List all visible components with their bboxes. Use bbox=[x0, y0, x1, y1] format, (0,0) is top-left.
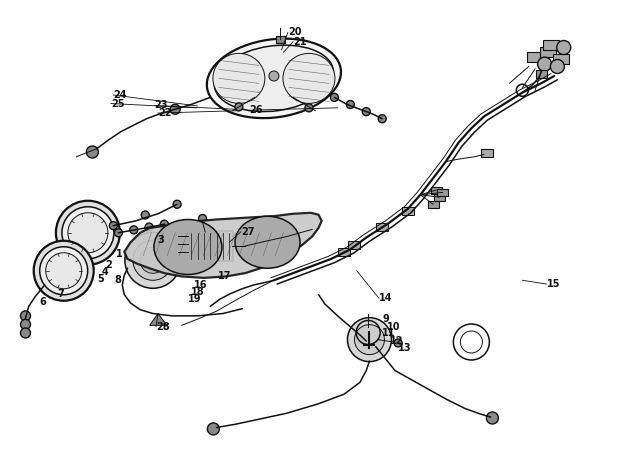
FancyBboxPatch shape bbox=[427, 201, 439, 208]
FancyBboxPatch shape bbox=[348, 241, 359, 248]
Text: 16: 16 bbox=[194, 280, 208, 290]
Circle shape bbox=[557, 40, 571, 55]
Circle shape bbox=[62, 207, 114, 259]
Circle shape bbox=[347, 101, 354, 108]
FancyBboxPatch shape bbox=[540, 47, 556, 57]
Circle shape bbox=[20, 319, 31, 330]
FancyBboxPatch shape bbox=[543, 40, 559, 50]
Circle shape bbox=[487, 412, 498, 424]
Text: 17: 17 bbox=[218, 271, 231, 282]
Circle shape bbox=[173, 248, 180, 256]
Circle shape bbox=[140, 247, 166, 273]
Text: 10: 10 bbox=[387, 322, 401, 332]
Circle shape bbox=[115, 229, 122, 237]
Polygon shape bbox=[124, 213, 322, 278]
Circle shape bbox=[34, 241, 94, 301]
FancyBboxPatch shape bbox=[552, 54, 569, 65]
Text: 22: 22 bbox=[158, 108, 171, 118]
FancyBboxPatch shape bbox=[187, 231, 233, 261]
Text: 23: 23 bbox=[154, 100, 168, 111]
Circle shape bbox=[199, 215, 206, 222]
Circle shape bbox=[68, 213, 108, 253]
Text: 8: 8 bbox=[115, 275, 122, 285]
FancyBboxPatch shape bbox=[437, 189, 448, 196]
Circle shape bbox=[161, 220, 168, 228]
Circle shape bbox=[20, 311, 31, 321]
Circle shape bbox=[170, 104, 180, 114]
Text: 21: 21 bbox=[293, 37, 306, 47]
Circle shape bbox=[378, 115, 386, 123]
Circle shape bbox=[538, 57, 552, 71]
Circle shape bbox=[39, 247, 88, 295]
FancyBboxPatch shape bbox=[482, 150, 493, 157]
Text: 24: 24 bbox=[113, 90, 127, 100]
Text: 6: 6 bbox=[39, 296, 47, 307]
Circle shape bbox=[87, 146, 98, 158]
Circle shape bbox=[235, 103, 243, 111]
FancyBboxPatch shape bbox=[536, 70, 547, 77]
Text: 3: 3 bbox=[157, 235, 164, 245]
Text: 9: 9 bbox=[382, 314, 389, 324]
Circle shape bbox=[133, 240, 173, 280]
Ellipse shape bbox=[283, 53, 335, 104]
Polygon shape bbox=[150, 314, 167, 325]
Circle shape bbox=[46, 253, 82, 289]
Text: 11: 11 bbox=[382, 328, 396, 339]
Text: 7: 7 bbox=[57, 288, 64, 299]
Text: 18: 18 bbox=[191, 287, 204, 297]
Ellipse shape bbox=[207, 38, 341, 118]
Circle shape bbox=[331, 94, 338, 101]
Circle shape bbox=[141, 211, 149, 219]
Circle shape bbox=[550, 59, 564, 74]
Text: 12: 12 bbox=[390, 336, 403, 346]
Ellipse shape bbox=[154, 219, 222, 275]
Ellipse shape bbox=[214, 45, 334, 112]
Text: 19: 19 bbox=[188, 294, 201, 304]
Circle shape bbox=[354, 324, 385, 355]
Text: 20: 20 bbox=[288, 27, 301, 38]
Text: 14: 14 bbox=[379, 293, 392, 304]
Text: 26: 26 bbox=[250, 105, 263, 115]
Text: 5: 5 bbox=[97, 274, 104, 285]
Circle shape bbox=[269, 71, 279, 81]
Ellipse shape bbox=[235, 216, 300, 268]
Circle shape bbox=[130, 226, 138, 234]
Text: 27: 27 bbox=[241, 227, 254, 237]
Ellipse shape bbox=[213, 53, 265, 104]
FancyBboxPatch shape bbox=[338, 248, 350, 256]
Circle shape bbox=[208, 423, 219, 435]
FancyBboxPatch shape bbox=[276, 36, 285, 43]
Circle shape bbox=[347, 318, 392, 361]
Text: 25: 25 bbox=[111, 98, 124, 109]
Text: 13: 13 bbox=[398, 342, 412, 353]
Circle shape bbox=[394, 339, 402, 347]
Circle shape bbox=[125, 232, 181, 288]
FancyBboxPatch shape bbox=[376, 223, 388, 231]
FancyBboxPatch shape bbox=[527, 52, 543, 62]
Circle shape bbox=[305, 104, 313, 112]
Text: 2: 2 bbox=[105, 260, 112, 270]
FancyBboxPatch shape bbox=[431, 187, 442, 193]
FancyBboxPatch shape bbox=[402, 208, 413, 215]
Circle shape bbox=[56, 201, 120, 265]
Circle shape bbox=[362, 108, 370, 115]
Circle shape bbox=[110, 222, 117, 229]
Circle shape bbox=[145, 223, 153, 231]
FancyBboxPatch shape bbox=[434, 194, 445, 200]
Circle shape bbox=[173, 200, 181, 208]
Text: 4: 4 bbox=[102, 267, 109, 277]
Circle shape bbox=[173, 240, 180, 248]
FancyBboxPatch shape bbox=[243, 242, 254, 250]
Circle shape bbox=[20, 328, 31, 338]
Text: 15: 15 bbox=[547, 279, 560, 289]
Text: 1: 1 bbox=[116, 249, 123, 259]
Text: 28: 28 bbox=[156, 322, 169, 332]
Circle shape bbox=[173, 232, 180, 240]
